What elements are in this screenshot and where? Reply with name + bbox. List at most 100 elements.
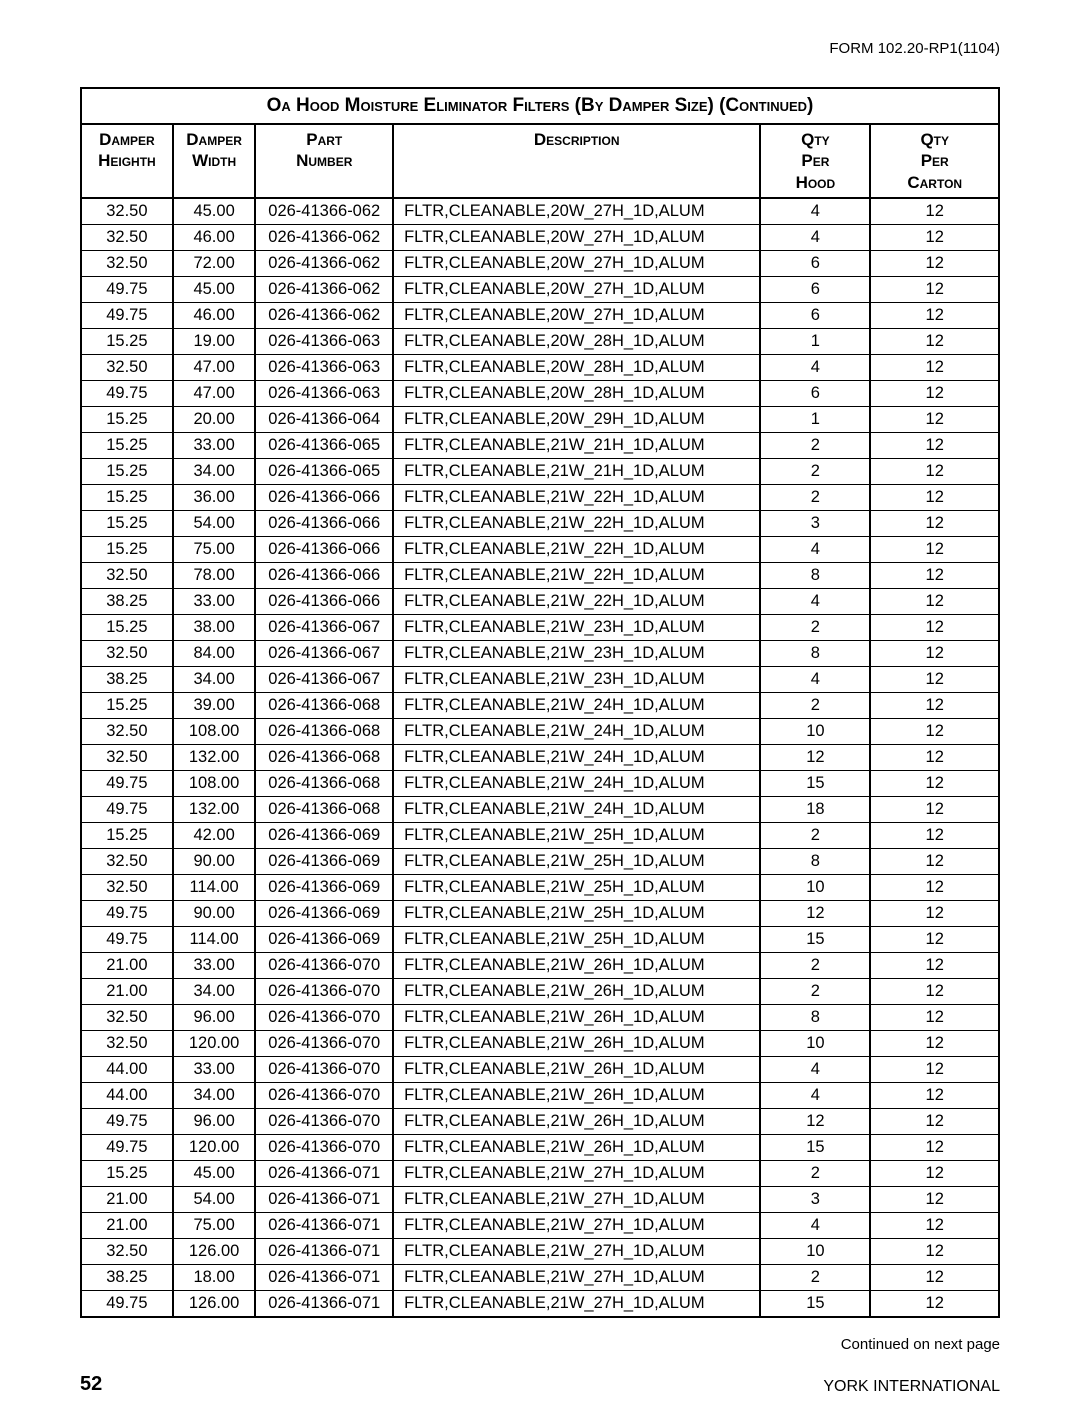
table-cell: 34.00	[173, 1082, 256, 1108]
table-cell: 15	[760, 926, 870, 952]
table-cell: 15.25	[81, 432, 173, 458]
table-cell: 4	[760, 588, 870, 614]
table-cell: 12	[870, 744, 999, 770]
table-cell: 12	[870, 1134, 999, 1160]
table-cell: 1	[760, 406, 870, 432]
table-cell: 21.00	[81, 978, 173, 1004]
table-cell: 49.75	[81, 380, 173, 406]
table-cell: 12	[870, 874, 999, 900]
table-cell: 12	[870, 1264, 999, 1290]
table-cell: 1	[760, 328, 870, 354]
table-cell: 026-41366-070	[255, 1134, 393, 1160]
table-cell: 126.00	[173, 1238, 256, 1264]
table-cell: 2	[760, 1160, 870, 1186]
table-cell: 026-41366-062	[255, 302, 393, 328]
table-cell: 15.25	[81, 1160, 173, 1186]
table-cell: 2	[760, 692, 870, 718]
table-cell: FLTR,CLEANABLE,21W_27H_1D,ALUM	[393, 1212, 760, 1238]
table-cell: 4	[760, 1082, 870, 1108]
table-cell: 84.00	[173, 640, 256, 666]
table-cell: 026-41366-062	[255, 198, 393, 225]
table-cell: 75.00	[173, 536, 256, 562]
table-cell: FLTR,CLEANABLE,21W_25H_1D,ALUM	[393, 822, 760, 848]
table-cell: 49.75	[81, 276, 173, 302]
table-cell: 15.25	[81, 484, 173, 510]
table-cell: FLTR,CLEANABLE,21W_24H_1D,ALUM	[393, 744, 760, 770]
table-cell: 12	[870, 978, 999, 1004]
table-cell: 49.75	[81, 770, 173, 796]
table-cell: 12	[870, 406, 999, 432]
table-row: 49.7590.00026-41366-069FLTR,CLEANABLE,21…	[81, 900, 999, 926]
table-cell: 32.50	[81, 874, 173, 900]
table-cell: 78.00	[173, 562, 256, 588]
table-cell: 12	[870, 1160, 999, 1186]
table-row: 21.0034.00026-41366-070FLTR,CLEANABLE,21…	[81, 978, 999, 1004]
table-row: 15.2533.00026-41366-065FLTR,CLEANABLE,21…	[81, 432, 999, 458]
page-number: 52	[80, 1373, 102, 1396]
table-row: 32.50132.00026-41366-068FLTR,CLEANABLE,2…	[81, 744, 999, 770]
table-cell: 4	[760, 198, 870, 225]
table-row: 49.7547.00026-41366-063FLTR,CLEANABLE,20…	[81, 380, 999, 406]
table-cell: FLTR,CLEANABLE,21W_27H_1D,ALUM	[393, 1186, 760, 1212]
table-cell: 10	[760, 718, 870, 744]
table-cell: 026-41366-070	[255, 1004, 393, 1030]
table-row: 49.7545.00026-41366-062FLTR,CLEANABLE,20…	[81, 276, 999, 302]
table-row: 15.2545.00026-41366-071FLTR,CLEANABLE,21…	[81, 1160, 999, 1186]
table-cell: 026-41366-065	[255, 432, 393, 458]
table-cell: 33.00	[173, 952, 256, 978]
table-cell: 38.00	[173, 614, 256, 640]
table-cell: 32.50	[81, 744, 173, 770]
table-row: 32.5090.00026-41366-069FLTR,CLEANABLE,21…	[81, 848, 999, 874]
table-cell: 12	[870, 1082, 999, 1108]
table-cell: 12	[870, 614, 999, 640]
table-cell: 45.00	[173, 1160, 256, 1186]
table-cell: 45.00	[173, 276, 256, 302]
table-cell: 026-41366-071	[255, 1212, 393, 1238]
table-cell: 32.50	[81, 1238, 173, 1264]
table-cell: 114.00	[173, 874, 256, 900]
table-row: 49.75108.00026-41366-068FLTR,CLEANABLE,2…	[81, 770, 999, 796]
table-row: 49.75126.00026-41366-071FLTR,CLEANABLE,2…	[81, 1290, 999, 1317]
table-cell: 32.50	[81, 848, 173, 874]
table-cell: 12	[870, 1108, 999, 1134]
table-cell: 3	[760, 510, 870, 536]
table-cell: FLTR,CLEANABLE,21W_26H_1D,ALUM	[393, 1056, 760, 1082]
table-cell: 20.00	[173, 406, 256, 432]
table-cell: FLTR,CLEANABLE,21W_26H_1D,ALUM	[393, 978, 760, 1004]
table-cell: 49.75	[81, 900, 173, 926]
table-cell: 12	[870, 666, 999, 692]
table-cell: 026-41366-071	[255, 1186, 393, 1212]
table-cell: 38.25	[81, 588, 173, 614]
table-cell: 026-41366-068	[255, 796, 393, 822]
table-row: 38.2533.00026-41366-066FLTR,CLEANABLE,21…	[81, 588, 999, 614]
table-cell: 32.50	[81, 562, 173, 588]
table-cell: 108.00	[173, 718, 256, 744]
table-cell: 90.00	[173, 848, 256, 874]
table-cell: 026-41366-068	[255, 770, 393, 796]
table-cell: 32.50	[81, 224, 173, 250]
table-cell: FLTR,CLEANABLE,21W_27H_1D,ALUM	[393, 1238, 760, 1264]
table-cell: 12	[870, 510, 999, 536]
table-cell: 12	[870, 588, 999, 614]
table-cell: 12	[870, 1056, 999, 1082]
table-row: 38.2534.00026-41366-067FLTR,CLEANABLE,21…	[81, 666, 999, 692]
table-cell: FLTR,CLEANABLE,21W_22H_1D,ALUM	[393, 562, 760, 588]
table-cell: 33.00	[173, 1056, 256, 1082]
table-cell: 46.00	[173, 224, 256, 250]
table-cell: FLTR,CLEANABLE,21W_27H_1D,ALUM	[393, 1160, 760, 1186]
table-row: 32.5096.00026-41366-070FLTR,CLEANABLE,21…	[81, 1004, 999, 1030]
table-cell: 36.00	[173, 484, 256, 510]
table-row: 49.75120.00026-41366-070FLTR,CLEANABLE,2…	[81, 1134, 999, 1160]
table-row: 15.2520.00026-41366-064FLTR,CLEANABLE,20…	[81, 406, 999, 432]
table-cell: 15	[760, 770, 870, 796]
table-cell: 12	[870, 1212, 999, 1238]
table-cell: 15	[760, 1134, 870, 1160]
table-cell: 4	[760, 536, 870, 562]
table-row: 21.0075.00026-41366-071FLTR,CLEANABLE,21…	[81, 1212, 999, 1238]
table-cell: FLTR,CLEANABLE,21W_27H_1D,ALUM	[393, 1264, 760, 1290]
table-cell: 12	[870, 952, 999, 978]
table-cell: 026-41366-066	[255, 588, 393, 614]
table-cell: 026-41366-071	[255, 1160, 393, 1186]
table-cell: FLTR,CLEANABLE,20W_28H_1D,ALUM	[393, 328, 760, 354]
table-cell: 6	[760, 380, 870, 406]
